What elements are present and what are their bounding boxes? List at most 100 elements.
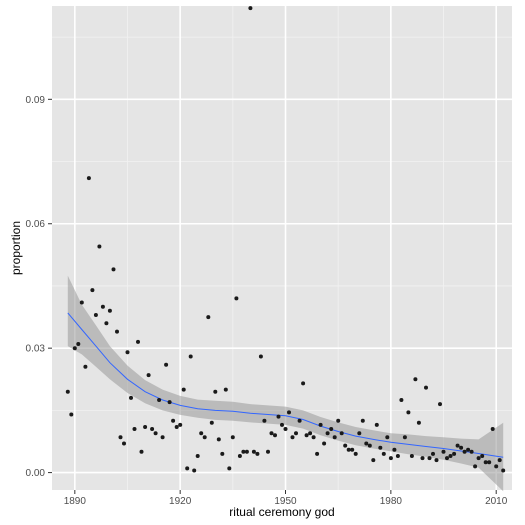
data-point	[171, 418, 176, 423]
data-point	[455, 443, 460, 448]
data-point	[157, 398, 162, 402]
data-point	[395, 454, 400, 458]
data-point	[329, 427, 334, 431]
data-point	[413, 377, 418, 382]
x-tick-label: 1980	[380, 496, 403, 507]
data-point	[192, 468, 197, 473]
data-point	[287, 410, 291, 415]
data-point	[143, 425, 148, 429]
data-point	[195, 454, 200, 458]
data-point	[360, 418, 365, 423]
minor-gridlines	[52, 6, 512, 490]
data-point	[100, 304, 105, 309]
data-point	[476, 456, 481, 461]
data-point	[160, 435, 165, 440]
data-point	[431, 451, 435, 456]
data-point	[248, 6, 253, 11]
data-point	[322, 441, 327, 446]
data-point	[434, 458, 439, 463]
data-point	[357, 431, 362, 436]
data-point	[76, 342, 81, 346]
data-point	[399, 398, 404, 402]
data-point	[125, 350, 130, 355]
data-point	[167, 400, 172, 405]
data-point	[294, 431, 298, 436]
data-point	[255, 451, 260, 456]
data-point	[213, 389, 218, 394]
data-point	[251, 449, 256, 454]
data-point	[367, 443, 372, 448]
data-point	[350, 447, 355, 452]
data-point	[315, 451, 320, 456]
data-point	[276, 414, 281, 419]
smooth-trend-line	[67, 312, 504, 458]
data-point	[118, 435, 123, 440]
data-point	[311, 435, 316, 440]
data-point	[497, 458, 502, 463]
data-point	[220, 451, 225, 456]
data-point	[223, 387, 228, 392]
data-point	[209, 420, 214, 425]
data-point	[452, 451, 457, 456]
x-tick-label: 1890	[64, 496, 87, 507]
data-point	[269, 431, 274, 436]
data-point	[227, 466, 232, 471]
data-point	[280, 422, 284, 427]
data-point	[416, 420, 421, 425]
y-axis-title: proportion	[9, 221, 23, 275]
data-point	[406, 410, 411, 415]
y-tick-label: 0.03	[26, 344, 46, 355]
data-point	[353, 451, 358, 456]
confidence-band	[67, 275, 504, 492]
data-point	[83, 364, 88, 369]
data-point	[178, 422, 183, 427]
data-point	[273, 433, 277, 438]
data-point	[388, 456, 393, 461]
data-point	[409, 454, 414, 458]
x-axis-ticks: 1890 1920 1950 1980 2010	[64, 490, 508, 507]
data-point	[258, 354, 263, 359]
data-point	[185, 466, 190, 471]
data-point	[490, 427, 495, 431]
data-point	[427, 456, 432, 461]
data-point	[378, 445, 383, 450]
data-point	[262, 418, 267, 423]
data-point	[483, 460, 488, 465]
data-point	[402, 435, 407, 440]
y-axis-ticks: 0.00 0.03 0.06 0.09	[26, 95, 52, 479]
data-point	[122, 441, 126, 446]
data-point	[150, 427, 155, 431]
data-point	[466, 447, 471, 452]
data-point	[237, 454, 242, 458]
data-point	[332, 435, 337, 440]
data-point	[115, 329, 119, 334]
data-point	[283, 427, 288, 431]
data-point	[86, 176, 91, 181]
data-point	[72, 346, 77, 351]
data-point	[420, 456, 425, 461]
data-point	[104, 321, 109, 326]
data-point	[79, 300, 84, 305]
data-point	[206, 315, 211, 320]
data-point	[462, 449, 467, 454]
data-point	[241, 449, 246, 454]
x-axis-title: ritual ceremony god	[229, 505, 334, 519]
x-tick-label: 1950	[274, 496, 297, 507]
data-point	[325, 431, 330, 436]
data-point	[438, 402, 442, 407]
data-point	[381, 451, 386, 456]
data-point	[139, 449, 144, 454]
data-point	[153, 431, 158, 436]
data-point	[308, 431, 313, 436]
data-point	[234, 296, 239, 301]
data-point	[65, 389, 70, 394]
data-point	[318, 422, 323, 427]
data-point	[441, 449, 446, 454]
data-point	[424, 385, 428, 390]
data-point	[473, 464, 478, 469]
data-point	[343, 443, 348, 448]
data-point	[199, 431, 204, 436]
x-tick-label: 2010	[485, 496, 508, 507]
data-point	[111, 267, 116, 272]
